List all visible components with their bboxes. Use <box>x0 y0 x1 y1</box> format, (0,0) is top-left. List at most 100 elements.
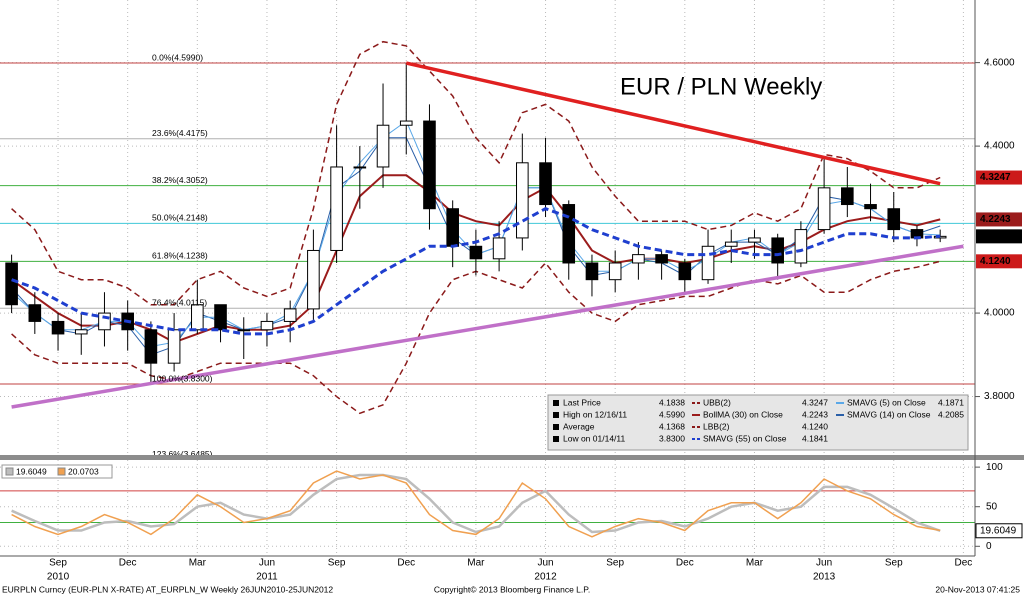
legend-value: 4.2085 <box>938 409 964 419</box>
candle-body <box>376 124 390 168</box>
x-tick-label: Dec <box>954 558 972 569</box>
indicator-line <box>11 207 941 336</box>
value-box <box>976 170 1022 185</box>
legend-label: UBB(2) <box>703 397 731 407</box>
candle-body <box>864 204 877 210</box>
legend-marker <box>553 424 559 430</box>
x-tick-label: Jun <box>537 558 553 569</box>
footer-center: Copyright© 2013 Bloomberg Finance L.P. <box>434 584 590 594</box>
indicator-line <box>11 40 941 306</box>
x-year-label: 2010 <box>47 572 70 583</box>
candle-body <box>632 254 645 264</box>
price-panel <box>0 0 975 455</box>
legend-value: 4.1368 <box>659 421 685 431</box>
x-tick-label: Dec <box>119 558 137 569</box>
candle-body <box>585 262 599 281</box>
candle-body <box>5 262 18 306</box>
indicator-line <box>11 174 941 344</box>
x-tick-label: Jun <box>816 558 832 569</box>
legend-box <box>547 394 969 451</box>
candle-body <box>353 166 367 169</box>
value-box-label: 4.1838 <box>980 231 1011 242</box>
legend-marker <box>553 400 559 406</box>
candle-body <box>817 187 831 231</box>
candle-body <box>701 245 715 281</box>
candle-body <box>841 187 854 206</box>
candle-body <box>724 241 738 247</box>
x-year-label: 2012 <box>534 572 557 583</box>
stochastic-line <box>11 473 941 534</box>
candle-body <box>562 204 576 264</box>
fib-label: 23.6%(4.4175) <box>152 128 208 138</box>
fib-label: 0.0%(4.5990) <box>152 52 203 62</box>
legend-label: LBB(2) <box>703 421 730 431</box>
stochastic-panel <box>0 460 975 555</box>
footer-left: EURPLN Curncy (EUR-PLN X-RATE) AT_EURPLN… <box>2 584 333 594</box>
candle-body <box>399 120 413 126</box>
legend-marker <box>553 412 559 418</box>
x-tick-label: Sep <box>328 558 346 569</box>
panel-separator <box>0 455 1024 460</box>
y-tick-label: 100 <box>986 462 1003 473</box>
y-tick-label: 0 <box>986 541 992 552</box>
fib-label: 38.2%(4.3052) <box>152 175 208 185</box>
candle-body <box>214 304 227 331</box>
x-tick-label: Sep <box>885 558 903 569</box>
candle-body <box>260 320 274 331</box>
candle-body <box>748 237 761 243</box>
y-tick-label: 3.8000 <box>984 391 1015 402</box>
candle-body <box>794 229 808 264</box>
legend-marker <box>5 467 14 476</box>
value-box-label: 19.6049 <box>980 525 1017 536</box>
candle-body <box>28 304 42 322</box>
legend-value: 4.1838 <box>659 397 685 407</box>
legend-value: 3.8300 <box>659 433 685 443</box>
value-box <box>976 229 1022 244</box>
candle-body <box>539 162 552 206</box>
y-tick-label: 4.4000 <box>984 141 1015 152</box>
candle-body <box>330 166 343 251</box>
stochastic-line <box>11 470 941 538</box>
candle-body <box>492 237 506 260</box>
candle-body <box>469 245 483 260</box>
y-tick-label: 4.0000 <box>984 308 1015 319</box>
x-tick-label: Dec <box>676 558 694 569</box>
trendline <box>11 244 964 409</box>
candle-body <box>307 249 320 310</box>
candle-body <box>237 329 251 332</box>
value-box-label: 4.3247 <box>980 172 1011 183</box>
value-box <box>976 254 1022 269</box>
candle-body <box>167 329 181 364</box>
x-tick-label: Sep <box>606 558 624 569</box>
candle-body <box>51 320 65 335</box>
legend-label: 19.6049 <box>16 466 47 476</box>
legend-label: 20.0703 <box>68 466 99 476</box>
x-tick-label: Sep <box>49 558 67 569</box>
x-tick-label: Mar <box>467 558 485 569</box>
candle-body <box>98 312 111 331</box>
candle-body <box>516 162 529 239</box>
candle-body <box>887 208 901 231</box>
fib-label: 100.0%(3.8300) <box>152 373 213 383</box>
footer-right: 20-Nov-2013 07:41:25 <box>935 584 1020 594</box>
x-tick-label: Mar <box>746 558 764 569</box>
candle-body <box>74 329 88 335</box>
legend-label: High on 12/16/11 <box>563 409 627 419</box>
legend-value: 4.2243 <box>802 409 828 419</box>
legend-marker <box>57 467 66 476</box>
legend-label: Low on 01/14/11 <box>563 433 625 443</box>
y-tick-label: 4.6000 <box>984 57 1015 68</box>
value-box-label: 4.2243 <box>980 214 1011 225</box>
legend-label: Average <box>563 421 595 431</box>
candle-body <box>771 237 784 264</box>
legend-value: 4.1871 <box>938 397 964 407</box>
y-tick-label: 50 <box>986 501 998 512</box>
legend-label: SMAVG (14) on Close <box>847 409 931 419</box>
overlay: 0.0%(4.5990) 23.6%(4.4175) 38.2%(4.3052) 50… <box>1 52 969 479</box>
legend-marker <box>553 436 559 442</box>
value-box-label: 4.1240 <box>980 256 1011 267</box>
legend-value: 4.5990 <box>659 409 685 419</box>
candle-body <box>678 262 692 281</box>
trendline <box>405 61 941 186</box>
x-tick-label: Jun <box>259 558 275 569</box>
